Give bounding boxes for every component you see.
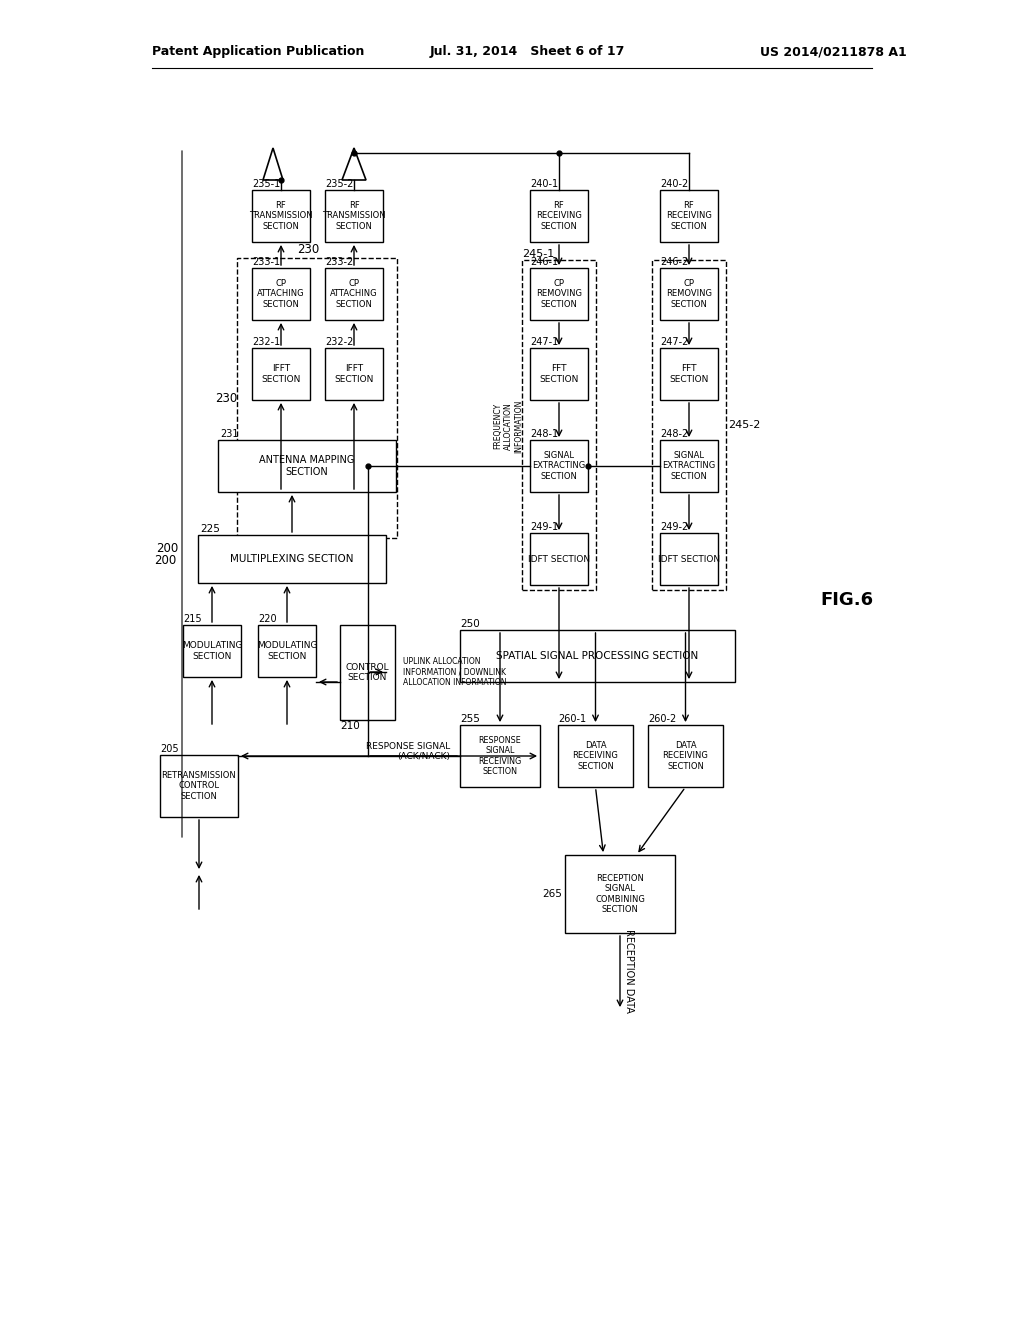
FancyBboxPatch shape xyxy=(198,535,386,583)
Text: 245-2: 245-2 xyxy=(728,420,761,430)
FancyBboxPatch shape xyxy=(530,533,588,585)
FancyBboxPatch shape xyxy=(252,190,310,242)
Text: 255: 255 xyxy=(460,714,480,723)
FancyBboxPatch shape xyxy=(325,268,383,319)
Text: 205: 205 xyxy=(160,744,178,754)
Text: 232-1: 232-1 xyxy=(252,337,281,347)
Text: IDFT SECTION: IDFT SECTION xyxy=(658,554,720,564)
Text: IDFT SECTION: IDFT SECTION xyxy=(528,554,590,564)
Text: 249-2: 249-2 xyxy=(660,521,688,532)
Text: RECEPTION DATA: RECEPTION DATA xyxy=(624,929,634,1012)
Text: CP
REMOVING
SECTION: CP REMOVING SECTION xyxy=(536,279,582,309)
Text: RF
TRANSMISSION
SECTION: RF TRANSMISSION SECTION xyxy=(249,201,312,231)
Text: 220: 220 xyxy=(258,614,276,624)
Text: ANTENNA MAPPING
SECTION: ANTENNA MAPPING SECTION xyxy=(259,455,354,477)
FancyBboxPatch shape xyxy=(460,630,735,682)
FancyBboxPatch shape xyxy=(660,190,718,242)
Text: DATA
RECEIVING
SECTION: DATA RECEIVING SECTION xyxy=(572,741,618,771)
FancyBboxPatch shape xyxy=(660,440,718,492)
FancyBboxPatch shape xyxy=(648,725,723,787)
Text: 210: 210 xyxy=(340,721,359,731)
FancyBboxPatch shape xyxy=(530,348,588,400)
Text: 249-1: 249-1 xyxy=(530,521,558,532)
Text: RETRANSMISSION
CONTROL
SECTION: RETRANSMISSION CONTROL SECTION xyxy=(162,771,237,801)
Text: 247-1: 247-1 xyxy=(530,337,558,347)
FancyBboxPatch shape xyxy=(160,755,238,817)
Text: FREQUENCY
ALLOCATION
INFORMATION: FREQUENCY ALLOCATION INFORMATION xyxy=(494,400,523,453)
Text: 240-1: 240-1 xyxy=(530,180,558,189)
FancyBboxPatch shape xyxy=(530,190,588,242)
Text: 246-2: 246-2 xyxy=(660,257,688,267)
FancyBboxPatch shape xyxy=(530,440,588,492)
Text: RF
RECEIVING
SECTION: RF RECEIVING SECTION xyxy=(666,201,712,231)
Text: FFT
SECTION: FFT SECTION xyxy=(670,364,709,384)
FancyBboxPatch shape xyxy=(218,440,396,492)
Text: 232-2: 232-2 xyxy=(325,337,353,347)
FancyBboxPatch shape xyxy=(252,268,310,319)
FancyBboxPatch shape xyxy=(530,268,588,319)
Text: MULTIPLEXING SECTION: MULTIPLEXING SECTION xyxy=(230,554,353,564)
Text: 247-2: 247-2 xyxy=(660,337,688,347)
Text: 245-1: 245-1 xyxy=(522,249,554,259)
Text: 246-1: 246-1 xyxy=(530,257,558,267)
Text: 230: 230 xyxy=(297,243,319,256)
Text: Jul. 31, 2014   Sheet 6 of 17: Jul. 31, 2014 Sheet 6 of 17 xyxy=(430,45,626,58)
Text: 248-2: 248-2 xyxy=(660,429,688,440)
FancyBboxPatch shape xyxy=(325,348,383,400)
Text: CP
ATTACHING
SECTION: CP ATTACHING SECTION xyxy=(257,279,305,309)
Text: DATA
RECEIVING
SECTION: DATA RECEIVING SECTION xyxy=(663,741,709,771)
FancyBboxPatch shape xyxy=(258,624,316,677)
Text: 265: 265 xyxy=(542,888,562,899)
Text: 248-1: 248-1 xyxy=(530,429,558,440)
Text: MODULATING
SECTION: MODULATING SECTION xyxy=(257,642,317,661)
Text: CP
ATTACHING
SECTION: CP ATTACHING SECTION xyxy=(330,279,378,309)
Text: US 2014/0211878 A1: US 2014/0211878 A1 xyxy=(760,45,906,58)
FancyBboxPatch shape xyxy=(565,855,675,933)
FancyBboxPatch shape xyxy=(660,348,718,400)
FancyBboxPatch shape xyxy=(340,624,395,719)
FancyBboxPatch shape xyxy=(325,190,383,242)
FancyBboxPatch shape xyxy=(660,533,718,585)
Text: RESPONSE SIGNAL
(ACK/NACK): RESPONSE SIGNAL (ACK/NACK) xyxy=(366,742,450,762)
Text: UPLINK ALLOCATION
INFORMATION / DOWNLINK
ALLOCATION INFORMATION: UPLINK ALLOCATION INFORMATION / DOWNLINK… xyxy=(403,657,507,686)
Text: IFFT
SECTION: IFFT SECTION xyxy=(334,364,374,384)
Text: 260-1: 260-1 xyxy=(558,714,586,723)
Text: 235-1: 235-1 xyxy=(252,180,281,189)
Text: 230: 230 xyxy=(215,392,237,404)
FancyBboxPatch shape xyxy=(183,624,241,677)
Text: 225: 225 xyxy=(200,524,220,535)
Text: SPATIAL SIGNAL PROCESSING SECTION: SPATIAL SIGNAL PROCESSING SECTION xyxy=(497,651,698,661)
Text: CP
REMOVING
SECTION: CP REMOVING SECTION xyxy=(666,279,712,309)
Text: 200: 200 xyxy=(156,543,178,554)
FancyBboxPatch shape xyxy=(252,348,310,400)
Text: 260-2: 260-2 xyxy=(648,714,676,723)
Text: 231: 231 xyxy=(220,429,239,440)
Text: 200: 200 xyxy=(154,553,176,566)
FancyBboxPatch shape xyxy=(558,725,633,787)
Text: 235-2: 235-2 xyxy=(325,180,353,189)
FancyBboxPatch shape xyxy=(460,725,540,787)
FancyBboxPatch shape xyxy=(660,268,718,319)
Text: MODULATING
SECTION: MODULATING SECTION xyxy=(181,642,243,661)
Text: 215: 215 xyxy=(183,614,202,624)
Text: SIGNAL
EXTRACTING
SECTION: SIGNAL EXTRACTING SECTION xyxy=(532,451,586,480)
Text: RESPONSE
SIGNAL
RECEIVING
SECTION: RESPONSE SIGNAL RECEIVING SECTION xyxy=(478,737,521,776)
Text: 240-2: 240-2 xyxy=(660,180,688,189)
Text: CONTROL
SECTION: CONTROL SECTION xyxy=(346,663,389,682)
Text: 233-2: 233-2 xyxy=(325,257,353,267)
Text: SIGNAL
EXTRACTING
SECTION: SIGNAL EXTRACTING SECTION xyxy=(663,451,716,480)
Text: FIG.6: FIG.6 xyxy=(820,591,873,609)
Text: RF
RECEIVING
SECTION: RF RECEIVING SECTION xyxy=(536,201,582,231)
Text: RECEPTION
SIGNAL
COMBINING
SECTION: RECEPTION SIGNAL COMBINING SECTION xyxy=(595,874,645,913)
Text: IFFT
SECTION: IFFT SECTION xyxy=(261,364,301,384)
Text: FFT
SECTION: FFT SECTION xyxy=(540,364,579,384)
Text: 250: 250 xyxy=(460,619,480,630)
Text: Patent Application Publication: Patent Application Publication xyxy=(152,45,365,58)
Text: 233-1: 233-1 xyxy=(252,257,281,267)
Text: RF
TRANSMISSION
SECTION: RF TRANSMISSION SECTION xyxy=(323,201,386,231)
